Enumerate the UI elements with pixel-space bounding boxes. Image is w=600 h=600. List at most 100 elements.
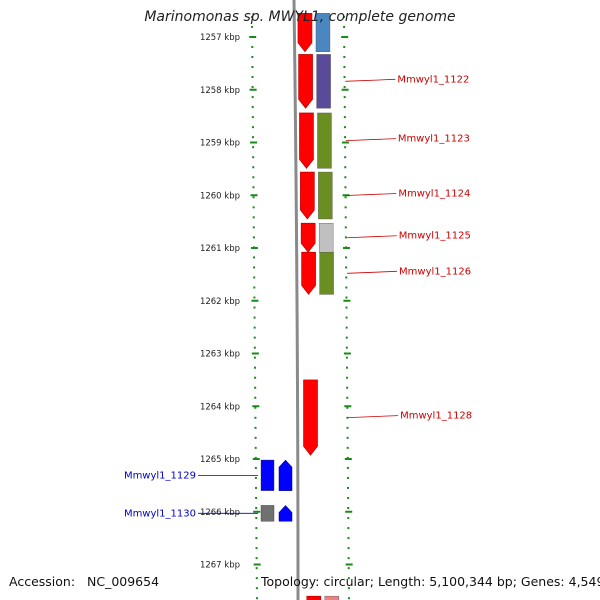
left-track-dot <box>252 236 255 239</box>
axis-tick-label: 1257 kbp <box>200 33 240 43</box>
axis-tick-label: 1265 kbp <box>200 455 240 465</box>
right-track-dot <box>345 336 348 339</box>
right-track-dot <box>345 366 348 369</box>
axis-tick-label: 1266 kbp <box>200 508 240 518</box>
right-track-dot <box>344 236 347 239</box>
right-track-dot <box>347 496 350 499</box>
left-major-tick <box>249 88 257 91</box>
right-track-dot <box>346 476 349 479</box>
right-track-dot <box>347 486 350 489</box>
left-track-dot <box>251 25 254 28</box>
conservation-block <box>317 112 332 169</box>
left-track-dot <box>251 106 254 109</box>
left-track-dot <box>254 466 257 469</box>
left-track-dot <box>254 426 257 429</box>
backbone-layer <box>292 0 300 600</box>
left-track-dot <box>254 446 257 449</box>
right-major-tick <box>341 36 349 38</box>
left-track-dot <box>251 15 253 18</box>
left-track-dot <box>254 416 257 419</box>
left-track-dot <box>251 76 254 79</box>
conservation-block <box>324 595 339 600</box>
gene-label: Mmwyl1_1126 <box>399 266 471 277</box>
left-track-dot <box>252 166 255 169</box>
left-track-dot <box>254 386 257 389</box>
right-track-dot <box>344 166 347 169</box>
left-major-tick <box>250 141 258 144</box>
right-track-dot <box>347 537 350 540</box>
accession-value: NC_009654 <box>87 574 160 589</box>
right-track-dot <box>345 276 348 279</box>
figure-title: Marinomonas sp. MWYL1, complete genome <box>144 9 456 25</box>
right-major-tick <box>341 88 349 91</box>
gene-label: Mmwyl1_1124 <box>398 189 470 200</box>
right-track-dot <box>343 25 346 28</box>
axis-tick-label: 1260 kbp <box>200 191 240 201</box>
right-track-dot <box>343 76 346 79</box>
left-track-dot <box>255 527 258 530</box>
left-track-dot <box>252 216 255 219</box>
left-track-dot <box>252 206 255 209</box>
forward-gene-arrow <box>306 595 322 600</box>
forward-gene-arrow <box>300 222 316 253</box>
left-track-dot <box>255 577 258 580</box>
left-track-dot <box>254 436 257 439</box>
left-track-dot <box>252 226 255 229</box>
label-layer: Mmwyl1_1122 Mmwyl1_1123 Mmwyl1_1124 Mmwyl1_… <box>124 74 472 519</box>
left-track-dot <box>253 326 256 329</box>
right-track-dot <box>346 426 349 429</box>
right-track-dot <box>343 116 346 119</box>
right-track-dot <box>347 597 350 600</box>
left-track-dot <box>251 86 254 89</box>
left-track-dot <box>252 196 255 199</box>
left-track-dot <box>251 126 254 129</box>
gene-leader-line <box>345 78 396 82</box>
left-track-dot <box>255 496 258 499</box>
right-major-tick <box>343 299 351 302</box>
gene-leader-line <box>347 270 398 274</box>
left-track-dot <box>255 486 258 489</box>
right-track-dot <box>344 146 347 149</box>
left-track-dot <box>251 66 254 69</box>
left-track-dot <box>253 286 256 289</box>
axis-tick-label: 1261 kbp <box>200 244 240 254</box>
right-track-dot <box>343 106 346 109</box>
genome-backbone <box>292 0 300 600</box>
right-track-dot <box>346 396 349 399</box>
right-major-tick <box>345 510 353 513</box>
right-track-dot <box>344 226 347 229</box>
topology-value: circular <box>323 574 370 589</box>
right-track-dot <box>345 256 348 259</box>
left-track-dot <box>253 316 256 319</box>
right-major-tick <box>344 458 352 460</box>
left-track-dot <box>255 547 258 550</box>
right-major-tick <box>342 194 350 197</box>
right-track-dot <box>344 186 347 189</box>
axis-tick-label: 1263 kbp <box>200 350 240 360</box>
right-track-dot <box>346 466 349 469</box>
left-major-tick <box>249 36 257 38</box>
left-track-dot <box>251 116 254 119</box>
right-track-dot <box>345 326 348 329</box>
conservation-block <box>319 252 334 295</box>
gene-label: Mmwyl1_1128 <box>400 411 472 422</box>
gene-label: Mmwyl1_1123 <box>398 134 470 145</box>
gene-label: Mmwyl1_1122 <box>397 74 469 85</box>
right-track-dot <box>346 376 349 379</box>
left-track-dot <box>255 597 258 600</box>
left-track-dot <box>254 376 257 379</box>
conservation-block <box>318 171 333 220</box>
left-major-tick <box>252 458 260 460</box>
right-track-dot <box>345 306 348 309</box>
right-track-dot <box>347 587 350 590</box>
right-track-dot <box>343 96 346 99</box>
right-major-tick <box>342 141 350 144</box>
left-major-tick <box>251 299 259 302</box>
left-track-dot <box>251 55 254 58</box>
right-track-dot <box>344 206 347 209</box>
axis-tick-label: 1258 kbp <box>200 86 240 96</box>
right-track-dot <box>345 346 348 349</box>
right-track-dot <box>346 456 349 459</box>
left-major-tick <box>251 352 259 355</box>
